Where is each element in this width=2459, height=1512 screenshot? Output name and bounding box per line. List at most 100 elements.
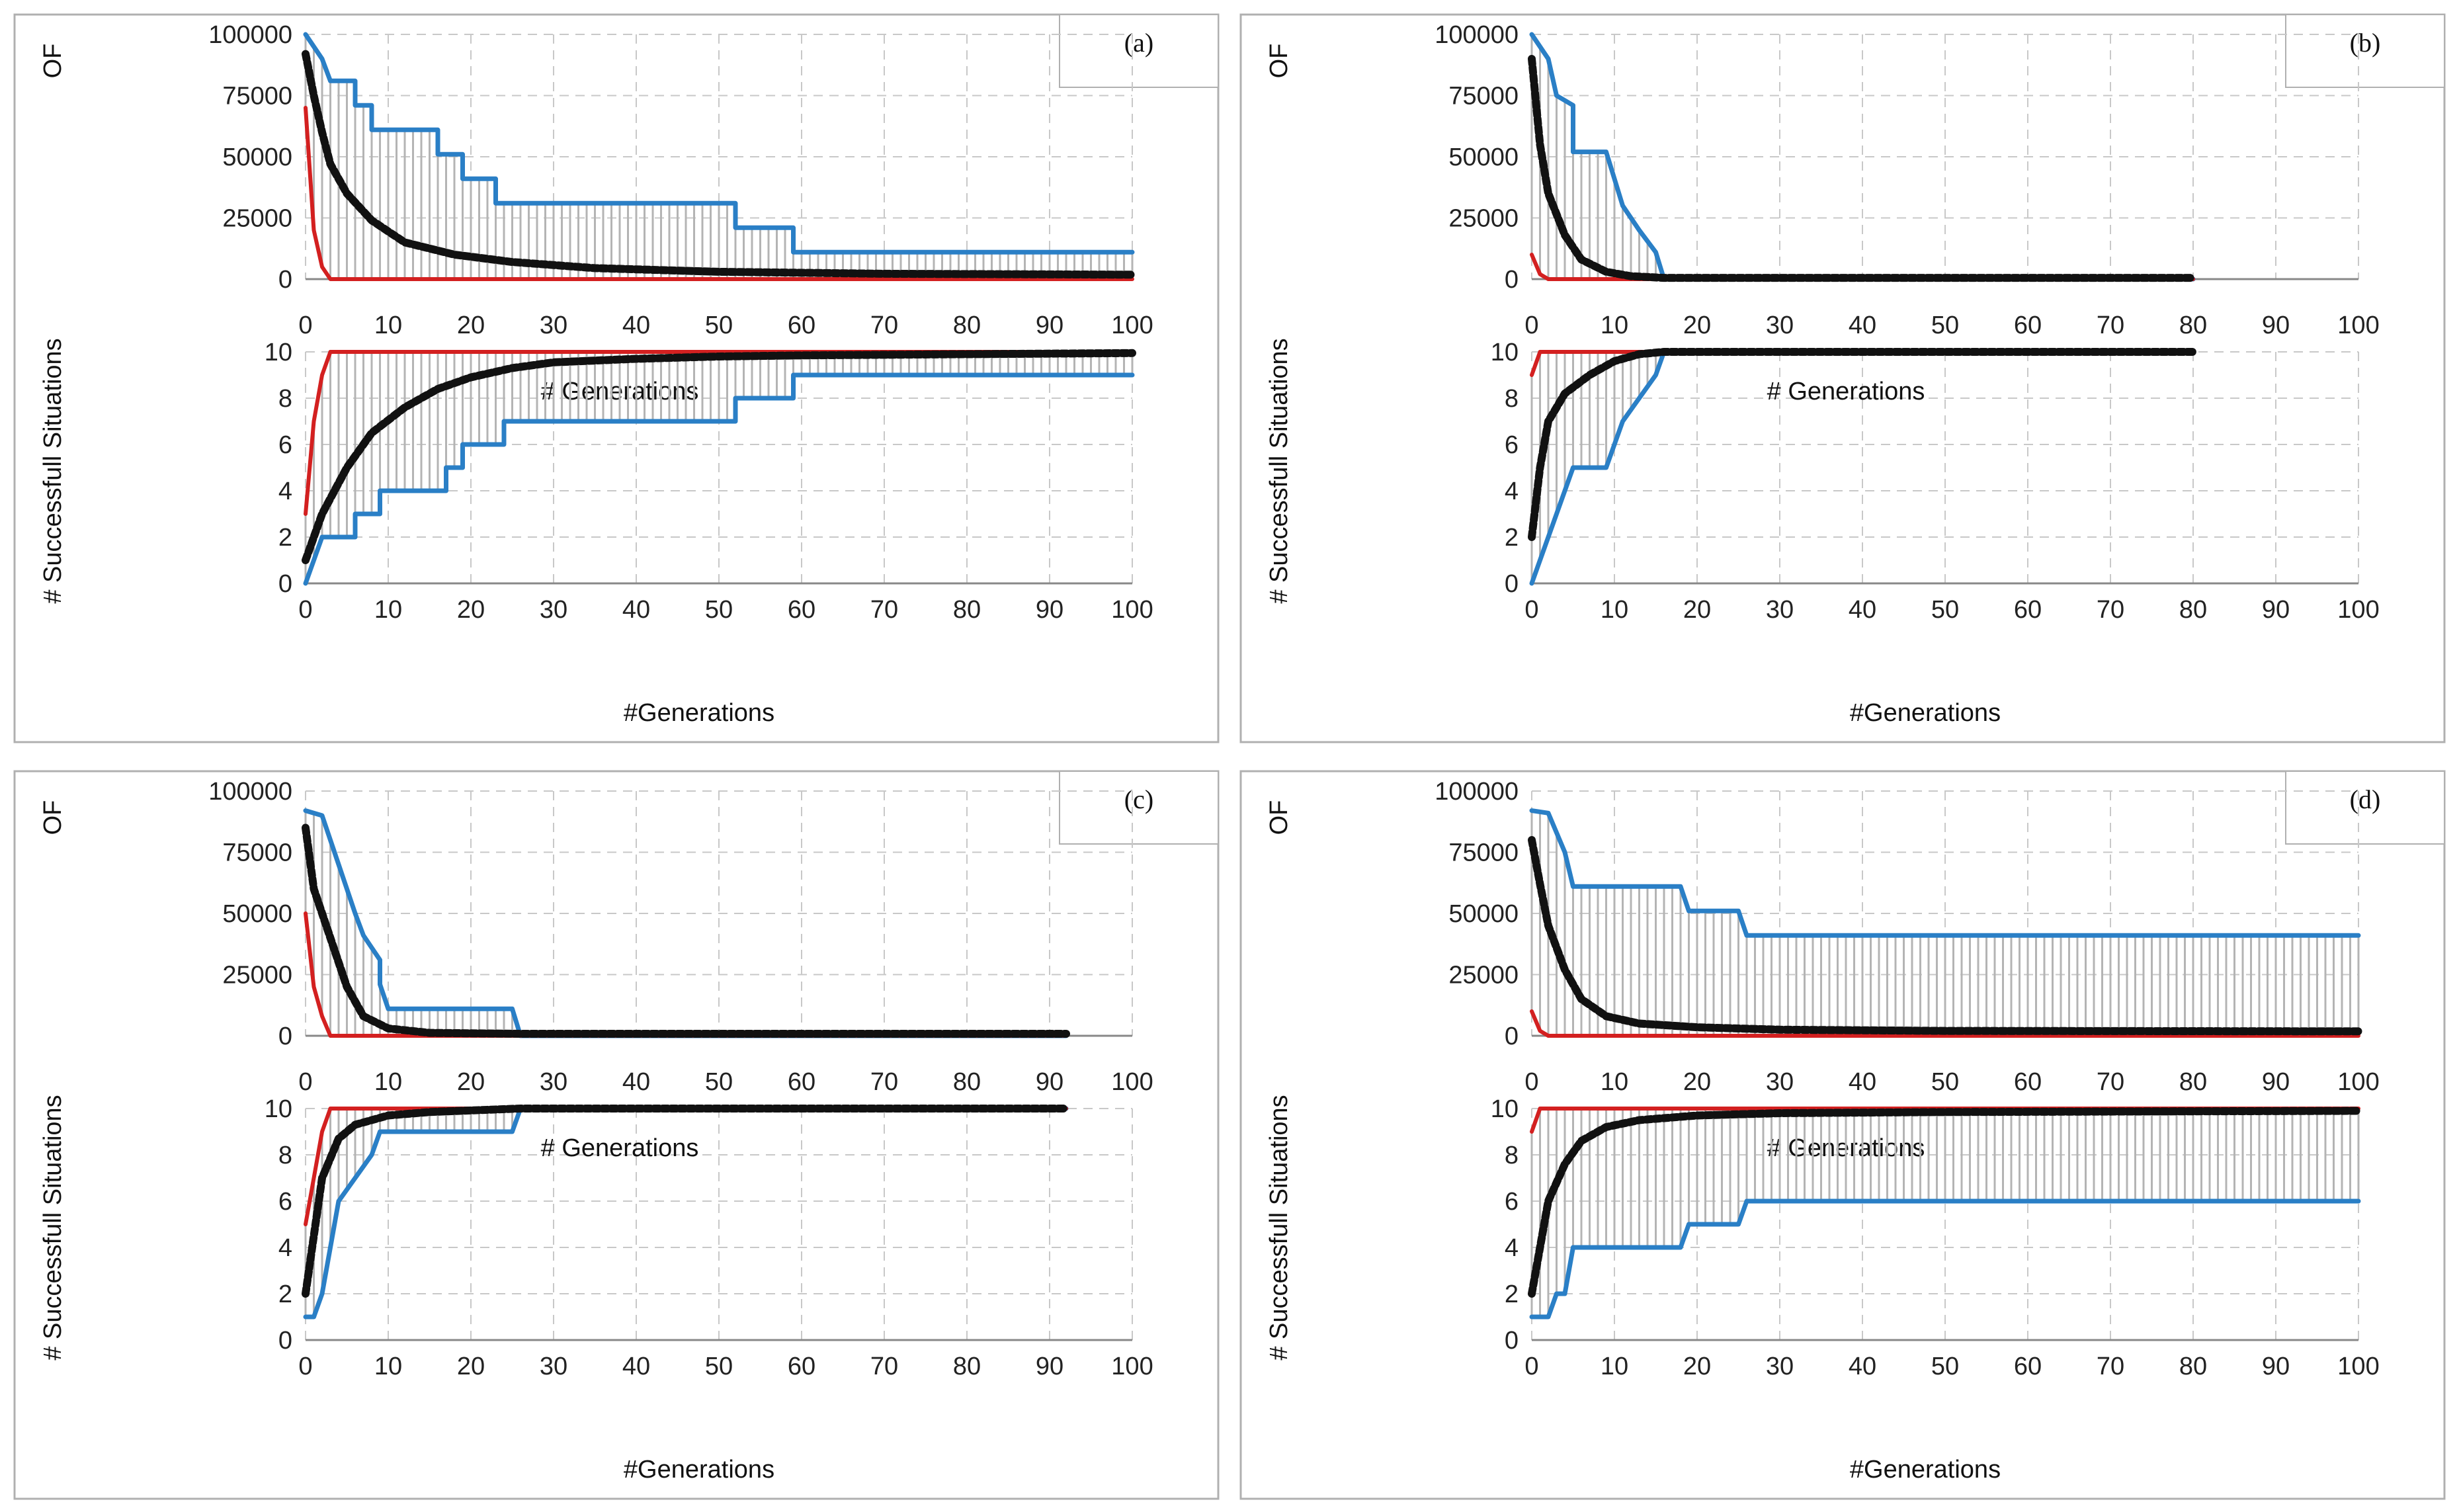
of-x-tick: 30 xyxy=(1766,312,1794,339)
of-mean-line xyxy=(1528,55,2197,282)
of-x-tick: 80 xyxy=(953,1068,981,1096)
panel-frame xyxy=(1239,13,2446,743)
of-x-tick: 20 xyxy=(1683,1068,1711,1096)
success-x-tick: 70 xyxy=(2097,1353,2124,1380)
of-mean-line xyxy=(302,823,1070,1038)
x-axis-overlap-title: # Generations xyxy=(1767,378,1925,405)
panel-frame xyxy=(1239,770,2446,1500)
success-mean-line xyxy=(1528,1107,2362,1298)
success-x-tick: 50 xyxy=(705,1353,733,1380)
panel-label: (b) xyxy=(2350,28,2381,58)
of-x-tick: 70 xyxy=(870,1068,898,1096)
of-x-tick: 100 xyxy=(1111,1068,1153,1096)
of-x-tick: 20 xyxy=(457,312,485,339)
success-y-tick: 4 xyxy=(278,478,292,505)
success-x-tick: 90 xyxy=(1036,1353,1063,1380)
of-x-tick: 0 xyxy=(1524,312,1538,339)
panel-label-box xyxy=(1059,14,1219,88)
of-x-tick: 60 xyxy=(788,1068,815,1096)
success-x-tick: 30 xyxy=(1766,596,1794,624)
success-y-tick: 10 xyxy=(1491,1095,1519,1123)
success-y-tick: 0 xyxy=(278,1327,292,1355)
of-x-tick: 30 xyxy=(540,312,567,339)
of-x-tick: 0 xyxy=(1524,1068,1538,1096)
success-x-tick: 0 xyxy=(1524,596,1538,624)
success-x-tick: 70 xyxy=(2097,596,2124,624)
success-y-tick: 6 xyxy=(278,1188,292,1216)
of-x-tick: 80 xyxy=(2179,312,2207,339)
of-y-tick: 25000 xyxy=(222,205,292,233)
of-y-tick: 100000 xyxy=(208,21,292,49)
success-x-tick: 90 xyxy=(2262,1353,2290,1380)
of-x-tick: 40 xyxy=(1849,1068,1876,1096)
success-y-tick: 6 xyxy=(1505,1188,1519,1216)
success-x-tick: 50 xyxy=(705,596,733,624)
of-y-tick: 50000 xyxy=(1448,900,1519,928)
of-x-tick: 10 xyxy=(1601,1068,1628,1096)
success-x-tick: 50 xyxy=(1931,1353,1959,1380)
success-x-tick: 10 xyxy=(1601,596,1628,624)
success-x-tick: 100 xyxy=(2337,596,2379,624)
success-worst-line xyxy=(1529,349,2196,586)
of-worst-line xyxy=(303,32,1135,255)
success-y-tick: 0 xyxy=(278,570,292,598)
success-x-tick: 30 xyxy=(540,1353,567,1380)
success-x-tick: 10 xyxy=(1601,1353,1628,1380)
of-mean-line xyxy=(302,50,1136,279)
panel-frame xyxy=(13,13,1220,743)
success-x-tick: 80 xyxy=(2179,1353,2207,1380)
of-axis-title: OF xyxy=(1265,44,1293,79)
success-x-tick: 80 xyxy=(2179,596,2207,624)
success-y-tick: 10 xyxy=(1491,339,1519,366)
success-y-tick: 4 xyxy=(1505,1234,1519,1262)
of-x-tick: 100 xyxy=(2337,312,2379,339)
of-best-line xyxy=(1530,1009,2360,1038)
success-x-tick: 10 xyxy=(374,596,402,624)
x-axis-overlap-title: # Generations xyxy=(541,1134,699,1162)
of-x-tick: 60 xyxy=(788,312,815,339)
success-y-tick: 8 xyxy=(278,1142,292,1169)
success-x-tick: 60 xyxy=(788,1353,815,1380)
of-y-tick: 75000 xyxy=(222,839,292,867)
success-x-tick: 70 xyxy=(870,1353,898,1380)
of-y-tick: 100000 xyxy=(208,778,292,806)
success-y-tick: 2 xyxy=(278,524,292,552)
panel-label-box xyxy=(1059,771,1219,845)
success-x-tick: 60 xyxy=(788,596,815,624)
of-x-tick: 20 xyxy=(457,1068,485,1096)
of-y-tick: 25000 xyxy=(1448,205,1519,233)
success-x-tick: 40 xyxy=(1849,596,1876,624)
success-y-tick: 8 xyxy=(1505,385,1519,413)
of-x-tick: 80 xyxy=(2179,1068,2207,1096)
of-y-tick: 0 xyxy=(278,266,292,294)
of-y-tick: 25000 xyxy=(222,962,292,989)
of-x-tick: 60 xyxy=(2014,1068,2042,1096)
success-axis-title: # Successfull Situations xyxy=(39,338,67,603)
of-y-tick: 0 xyxy=(1505,1023,1519,1050)
success-y-tick: 0 xyxy=(1505,570,1519,598)
of-x-tick: 30 xyxy=(1766,1068,1794,1096)
success-mean-line xyxy=(302,1105,1070,1298)
success-x-tick: 30 xyxy=(540,596,567,624)
success-y-tick: 0 xyxy=(1505,1327,1519,1355)
of-x-tick: 10 xyxy=(374,312,402,339)
success-axis-title: # Successfull Situations xyxy=(1265,1095,1293,1360)
of-y-tick: 75000 xyxy=(1448,83,1519,110)
of-best-line xyxy=(304,106,1134,281)
of-x-tick: 40 xyxy=(622,312,650,339)
success-x-tick: 40 xyxy=(622,1353,650,1380)
of-worst-line xyxy=(1529,808,2361,938)
success-x-tick: 20 xyxy=(1683,1353,1711,1380)
success-worst-line xyxy=(1529,1198,2361,1320)
of-x-tick: 10 xyxy=(374,1068,402,1096)
of-x-tick: 70 xyxy=(870,312,898,339)
of-x-tick: 40 xyxy=(622,1068,650,1096)
success-x-tick: 70 xyxy=(870,596,898,624)
of-y-tick: 0 xyxy=(278,1023,292,1050)
of-mean-line xyxy=(1528,836,2362,1036)
success-x-tick: 20 xyxy=(1683,596,1711,624)
success-x-tick: 0 xyxy=(298,596,312,624)
